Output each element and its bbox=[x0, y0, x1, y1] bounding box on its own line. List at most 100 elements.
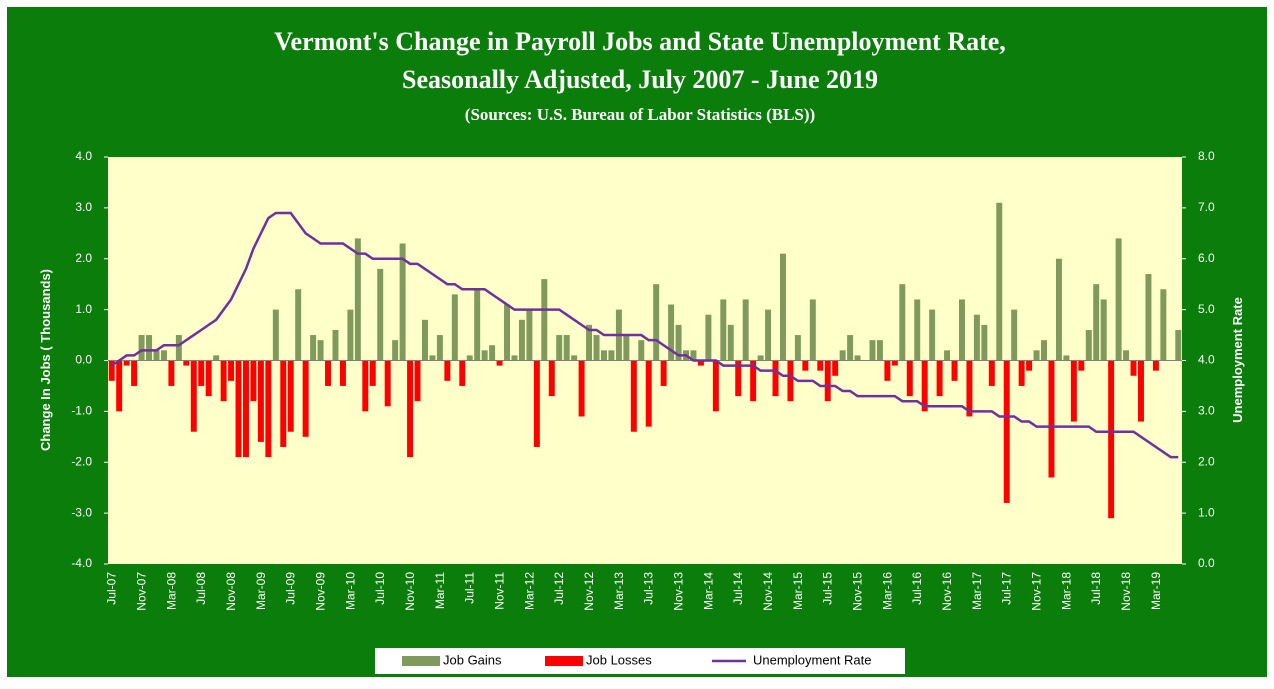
bar bbox=[824, 360, 831, 402]
bar bbox=[832, 360, 839, 376]
bar bbox=[757, 355, 764, 361]
y2-tick-label: 0.0 bbox=[1198, 556, 1215, 570]
bar bbox=[451, 294, 458, 361]
bar bbox=[504, 304, 511, 361]
x-tick-label: Mar-16 bbox=[880, 572, 894, 610]
x-tick-label: Jul-12 bbox=[552, 572, 566, 605]
bar bbox=[1026, 360, 1033, 371]
x-tick-label: Nov-17 bbox=[1030, 572, 1044, 611]
bar bbox=[1041, 340, 1048, 361]
x-tick-label: Mar-15 bbox=[791, 572, 805, 610]
y2-tick-label: 8.0 bbox=[1198, 149, 1215, 163]
bar bbox=[1018, 360, 1025, 386]
bar bbox=[198, 360, 205, 386]
x-tick-label: Jul-09 bbox=[284, 572, 298, 605]
bar bbox=[869, 340, 876, 361]
bar bbox=[787, 360, 794, 402]
bar bbox=[697, 360, 704, 366]
bar bbox=[429, 355, 436, 361]
bar bbox=[541, 279, 548, 361]
bar bbox=[332, 329, 339, 361]
bar bbox=[809, 299, 816, 361]
bar bbox=[123, 360, 130, 366]
bar bbox=[854, 355, 861, 361]
y2-tick-label: 6.0 bbox=[1198, 251, 1215, 265]
y2-axis-label: Unemployment Rate bbox=[1230, 297, 1245, 423]
bar bbox=[906, 360, 913, 397]
bar bbox=[526, 309, 533, 361]
bar bbox=[847, 335, 854, 361]
bar bbox=[944, 350, 951, 361]
bar bbox=[533, 360, 540, 447]
bar bbox=[369, 360, 376, 386]
bar bbox=[280, 360, 287, 447]
bar bbox=[742, 299, 749, 361]
bar bbox=[339, 360, 346, 386]
x-tick-label: Mar-14 bbox=[701, 572, 715, 610]
bar bbox=[220, 360, 227, 402]
bar bbox=[407, 360, 414, 458]
y2-tick-label: 3.0 bbox=[1198, 404, 1215, 418]
bar bbox=[138, 335, 145, 361]
bar bbox=[1115, 238, 1122, 361]
legend-label: Job Losses bbox=[586, 652, 652, 667]
bar bbox=[839, 350, 846, 361]
bar bbox=[414, 360, 421, 402]
x-tick-label: Mar-17 bbox=[970, 572, 984, 610]
y-tick-label: 1.0 bbox=[75, 302, 92, 316]
bar bbox=[1003, 360, 1010, 503]
chart-subtitle: Seasonally Adjusted, July 2007 - June 20… bbox=[402, 65, 878, 94]
bar bbox=[1137, 360, 1144, 422]
bar bbox=[190, 360, 197, 432]
bar bbox=[988, 360, 995, 386]
x-tick-label: Mar-18 bbox=[1059, 572, 1073, 610]
bar bbox=[958, 299, 965, 361]
bar bbox=[1085, 329, 1092, 361]
bar bbox=[354, 238, 361, 361]
bar bbox=[1130, 360, 1137, 376]
bar bbox=[474, 289, 481, 361]
bar bbox=[1011, 309, 1018, 361]
x-tick-label: Mar-10 bbox=[343, 572, 357, 610]
bar bbox=[645, 360, 652, 427]
bar bbox=[1048, 360, 1055, 478]
bar bbox=[1175, 329, 1182, 361]
x-tick-label: Nov-08 bbox=[224, 572, 238, 611]
x-tick-label: Nov-14 bbox=[761, 572, 775, 611]
bar bbox=[884, 360, 891, 381]
chart-source: (Sources: U.S. Bureau of Labor Statistic… bbox=[465, 105, 815, 124]
bar bbox=[973, 314, 980, 361]
bar bbox=[548, 360, 555, 397]
x-tick-label: Jul-15 bbox=[821, 572, 835, 605]
x-tick-label: Mar-08 bbox=[164, 572, 178, 610]
bar bbox=[160, 350, 167, 361]
bar bbox=[966, 360, 973, 417]
legend-swatch bbox=[402, 656, 440, 666]
x-tick-label: Mar-19 bbox=[1149, 572, 1163, 610]
bar bbox=[377, 268, 384, 361]
bar bbox=[630, 360, 637, 432]
bar bbox=[712, 360, 719, 412]
x-tick-label: Nov-07 bbox=[135, 572, 149, 611]
bar bbox=[1033, 350, 1040, 361]
bar bbox=[444, 360, 451, 381]
x-tick-label: Mar-12 bbox=[522, 572, 536, 610]
bar bbox=[205, 360, 212, 397]
y-tick-label: 2.0 bbox=[75, 251, 92, 265]
bar bbox=[317, 340, 324, 361]
bar bbox=[1070, 360, 1077, 422]
bar bbox=[250, 360, 257, 402]
bar bbox=[235, 360, 242, 458]
bar bbox=[421, 319, 428, 361]
bar bbox=[1123, 350, 1130, 361]
bar bbox=[891, 360, 898, 366]
x-tick-label: Jul-18 bbox=[1089, 572, 1103, 605]
bar bbox=[765, 309, 772, 361]
bar bbox=[302, 360, 309, 437]
x-tick-label: Mar-11 bbox=[433, 572, 447, 609]
bar bbox=[168, 360, 175, 386]
bar bbox=[638, 340, 645, 361]
bar bbox=[459, 360, 466, 386]
x-tick-label: Jul-10 bbox=[373, 572, 387, 605]
bar bbox=[213, 355, 220, 361]
